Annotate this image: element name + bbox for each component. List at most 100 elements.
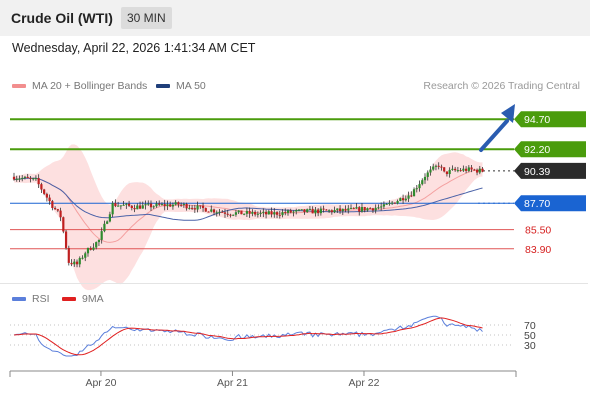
candle-body: [445, 171, 449, 175]
ma50-line: [13, 177, 483, 221]
candle-body: [448, 169, 451, 175]
candle-body: [369, 208, 372, 210]
candle-body: [111, 203, 114, 215]
candle-body: [462, 168, 465, 171]
level-tag-87.70: [514, 195, 586, 212]
level-tag-90.39: [514, 162, 586, 179]
candle-body: [34, 178, 38, 180]
candle-body: [234, 212, 238, 215]
x-tick-label-Apr 22: Apr 22: [349, 377, 380, 389]
candle-body: [130, 205, 133, 208]
candle-body: [412, 189, 416, 197]
candle-body: [180, 204, 183, 206]
legend-rsi: RSI: [12, 293, 50, 305]
candle-body: [303, 209, 306, 213]
candle-body: [174, 202, 177, 205]
candle-body: [29, 177, 32, 179]
candle-body: [264, 211, 268, 215]
candle-body: [358, 207, 361, 212]
candle-body: [418, 184, 421, 189]
candle-body: [385, 203, 388, 205]
candle-body: [95, 242, 98, 248]
candle-body: [270, 211, 273, 215]
candle-body: [459, 170, 462, 172]
candle-body: [32, 178, 35, 180]
candle-body: [423, 176, 427, 181]
candle-body: [92, 247, 95, 250]
candle-body: [78, 258, 81, 265]
candle-body: [314, 209, 317, 214]
candle-body: [336, 208, 339, 211]
candle-body: [15, 178, 18, 180]
level-label-83.90: 83.90: [525, 244, 551, 256]
candle-body: [259, 212, 262, 214]
timeframe-button[interactable]: 30 MIN: [121, 7, 172, 29]
candle-body: [204, 208, 207, 212]
candle-body: [322, 208, 325, 210]
candle-body: [125, 203, 128, 205]
candle-body: [333, 210, 336, 213]
ma50-swatch-icon: [156, 84, 170, 88]
candle-body: [254, 211, 257, 215]
candle-body: [177, 202, 180, 205]
candle-body: [440, 166, 443, 168]
candle-body: [396, 200, 399, 204]
candle-body: [210, 209, 213, 212]
candle-body: [281, 212, 284, 216]
candle-body: [401, 198, 405, 201]
candle-body: [64, 231, 68, 248]
credit-text: Research © 2026 Trading Central: [423, 80, 580, 92]
candle-body: [421, 180, 424, 185]
candle-body: [308, 208, 312, 210]
candle-body: [377, 207, 380, 209]
candle-body: [338, 208, 342, 212]
candle-body: [108, 214, 111, 222]
candle-body: [86, 247, 90, 254]
candle-body: [380, 206, 383, 208]
candle-body: [429, 169, 432, 173]
candle-body: [391, 202, 394, 204]
candle-body: [251, 211, 254, 214]
candle-body: [81, 257, 84, 259]
candle-body: [201, 205, 205, 209]
candle-body: [166, 204, 169, 207]
candle-body: [45, 193, 48, 198]
candle-body: [117, 205, 120, 207]
rsi-level-label-50: 50: [524, 330, 536, 342]
candle-body: [467, 167, 470, 171]
candle-body: [114, 203, 117, 207]
candle-body: [122, 204, 125, 206]
candle-body: [404, 198, 407, 201]
candle-body: [432, 166, 435, 170]
candle-body: [149, 203, 153, 208]
candle-body: [215, 212, 218, 214]
candle-body: [415, 188, 418, 190]
rsi-9ma-line: [13, 317, 483, 356]
candle-body: [119, 205, 122, 207]
candle-body: [169, 204, 172, 207]
candle-body: [352, 207, 355, 209]
level-tag-94.70: [514, 111, 586, 128]
rsi-level-label-30: 30: [524, 340, 536, 352]
candle-body: [248, 211, 251, 214]
candle-body: [223, 212, 227, 214]
candle-body: [297, 209, 301, 211]
x-tick-label-Apr 21: Apr 21: [217, 377, 248, 389]
candle-body: [73, 261, 76, 265]
candle-body: [62, 217, 65, 232]
candle-body: [371, 208, 375, 211]
candle-body: [18, 178, 21, 180]
candle-body: [26, 176, 29, 178]
candle-body: [191, 207, 194, 209]
candle-body: [330, 210, 333, 213]
candle-body: [382, 204, 385, 207]
candle-body: [410, 195, 413, 197]
candle-body: [363, 207, 366, 211]
candle-body: [54, 207, 57, 210]
bollinger-swatch-icon: [12, 84, 26, 88]
candle-body: [106, 221, 109, 224]
candle-body: [454, 168, 457, 171]
candle-body: [138, 205, 142, 209]
candle-body: [48, 197, 51, 202]
